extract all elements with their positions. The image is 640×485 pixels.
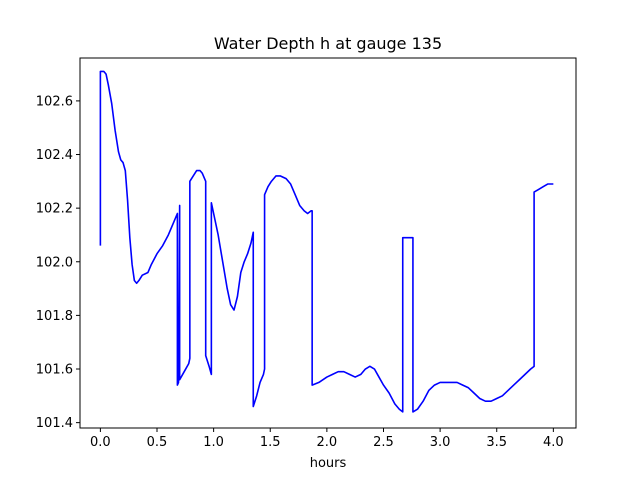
x-tick-label: 1.5 — [260, 435, 281, 450]
y-tick-label: 101.4 — [36, 416, 73, 431]
plot-content — [99, 70, 554, 413]
x-tick-label: 3.0 — [430, 435, 451, 450]
y-axis-ticks: 101.4 101.6 101.8 102.0 102.2 102.4 102.6 — [36, 94, 80, 431]
x-axis-ticks: 0.0 0.5 1.0 1.5 2.0 2.5 3.0 3.5 4.0 — [90, 428, 564, 450]
y-tick-label: 101.6 — [36, 363, 73, 378]
x-axis-label: hours — [310, 456, 347, 471]
series-line-0 — [99, 70, 554, 413]
chart-title: Water Depth h at gauge 135 — [214, 34, 442, 53]
x-tick-label: 3.5 — [486, 435, 507, 450]
y-tick-label: 101.8 — [36, 309, 73, 324]
y-tick-label: 102.4 — [36, 148, 73, 163]
x-tick-label: 0.0 — [90, 435, 111, 450]
x-tick-label: 4.0 — [543, 435, 564, 450]
y-tick-label: 102.2 — [36, 202, 73, 217]
y-tick-label: 102.0 — [36, 255, 73, 270]
plot-area-frame — [79, 57, 577, 429]
x-tick-label: 1.0 — [203, 435, 224, 450]
y-tick-label: 102.6 — [36, 94, 73, 109]
x-tick-label: 0.5 — [147, 435, 168, 450]
x-tick-label: 2.0 — [317, 435, 338, 450]
x-tick-label: 2.5 — [373, 435, 394, 450]
